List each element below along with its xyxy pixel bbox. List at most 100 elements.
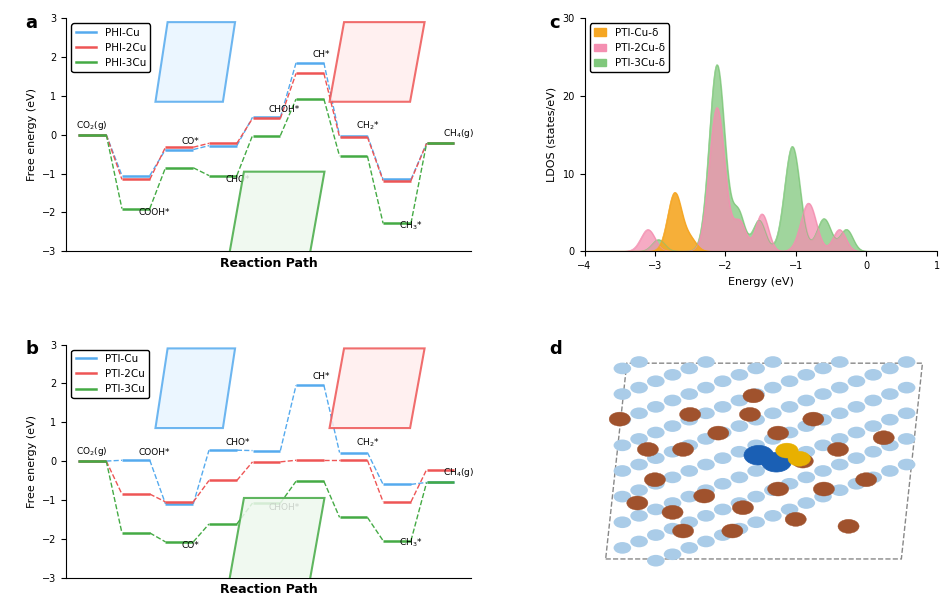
Circle shape — [680, 362, 698, 375]
Circle shape — [647, 555, 665, 567]
Circle shape — [814, 482, 834, 496]
X-axis label: Energy (eV): Energy (eV) — [727, 277, 794, 286]
Circle shape — [865, 420, 882, 432]
Circle shape — [647, 529, 665, 541]
Text: CH$_3$*: CH$_3$* — [399, 537, 423, 549]
Circle shape — [764, 407, 781, 419]
Circle shape — [664, 369, 681, 381]
Circle shape — [730, 497, 748, 509]
Circle shape — [730, 395, 748, 406]
Circle shape — [630, 407, 648, 419]
Circle shape — [898, 382, 916, 393]
Circle shape — [714, 478, 731, 489]
Circle shape — [680, 414, 698, 426]
Circle shape — [638, 443, 658, 457]
Text: b: b — [26, 340, 39, 358]
Circle shape — [831, 356, 849, 368]
Circle shape — [644, 473, 665, 486]
Circle shape — [881, 414, 899, 426]
Circle shape — [714, 375, 731, 387]
Circle shape — [680, 516, 698, 528]
X-axis label: Reaction Path: Reaction Path — [219, 583, 318, 596]
Circle shape — [881, 465, 899, 477]
Text: CH*: CH* — [312, 373, 329, 381]
Circle shape — [797, 369, 815, 381]
Circle shape — [680, 440, 698, 451]
Circle shape — [780, 452, 798, 464]
Circle shape — [764, 458, 781, 471]
Circle shape — [714, 503, 731, 515]
Text: CO$_2$(g): CO$_2$(g) — [76, 445, 108, 458]
Circle shape — [848, 427, 866, 438]
Y-axis label: LDOS (states/eV): LDOS (states/eV) — [547, 87, 557, 182]
Circle shape — [865, 395, 882, 406]
Circle shape — [614, 389, 631, 400]
Text: c: c — [550, 13, 560, 32]
Y-axis label: Free energy (eV): Free energy (eV) — [26, 415, 37, 508]
Circle shape — [697, 356, 715, 368]
Circle shape — [797, 497, 815, 509]
Circle shape — [697, 382, 715, 393]
Circle shape — [630, 536, 648, 547]
Text: d: d — [550, 340, 562, 358]
Text: CO*: CO* — [182, 137, 200, 147]
Legend: PTI-Cu-δ, PTI-2Cu-δ, PTI-3Cu-δ: PTI-Cu-δ, PTI-2Cu-δ, PTI-3Cu-δ — [589, 24, 669, 72]
Circle shape — [828, 443, 849, 457]
Circle shape — [762, 452, 791, 472]
Circle shape — [848, 478, 866, 489]
Circle shape — [630, 382, 648, 393]
Circle shape — [647, 478, 665, 489]
Polygon shape — [605, 363, 922, 559]
Text: CH$_3$*: CH$_3$* — [399, 219, 423, 232]
Circle shape — [780, 427, 798, 438]
Circle shape — [714, 401, 731, 413]
Circle shape — [647, 427, 665, 438]
Circle shape — [680, 389, 698, 400]
Circle shape — [815, 389, 832, 400]
Circle shape — [815, 362, 832, 375]
Circle shape — [780, 478, 798, 489]
Text: CH$_4$(g): CH$_4$(g) — [443, 466, 474, 479]
Text: CH*: CH* — [312, 50, 329, 59]
Circle shape — [747, 389, 765, 400]
Circle shape — [664, 523, 681, 534]
Circle shape — [627, 496, 648, 510]
Circle shape — [865, 472, 882, 483]
Circle shape — [697, 458, 715, 471]
Circle shape — [797, 395, 815, 406]
Circle shape — [898, 407, 916, 419]
Circle shape — [865, 446, 882, 458]
Circle shape — [848, 375, 866, 387]
Text: COOH*: COOH* — [138, 448, 169, 457]
Text: CHO*: CHO* — [225, 438, 250, 447]
Circle shape — [764, 356, 781, 368]
Polygon shape — [155, 348, 235, 428]
Text: CO*: CO* — [182, 541, 200, 550]
Circle shape — [744, 446, 774, 465]
Circle shape — [747, 440, 765, 451]
Circle shape — [647, 375, 665, 387]
Circle shape — [815, 414, 832, 426]
Legend: PHI-Cu, PHI-2Cu, PHI-3Cu: PHI-Cu, PHI-2Cu, PHI-3Cu — [72, 24, 150, 72]
Circle shape — [831, 485, 849, 496]
Circle shape — [693, 489, 715, 503]
Circle shape — [630, 485, 648, 496]
Circle shape — [664, 497, 681, 509]
Circle shape — [815, 440, 832, 451]
Circle shape — [873, 430, 894, 444]
Circle shape — [697, 433, 715, 444]
Circle shape — [848, 452, 866, 464]
Circle shape — [630, 510, 648, 522]
Circle shape — [609, 412, 630, 426]
Circle shape — [797, 472, 815, 483]
Circle shape — [764, 382, 781, 393]
Circle shape — [797, 446, 815, 458]
Circle shape — [881, 362, 899, 375]
Circle shape — [673, 443, 693, 457]
Circle shape — [831, 382, 849, 393]
Circle shape — [898, 433, 916, 444]
Circle shape — [730, 369, 748, 381]
Circle shape — [664, 395, 681, 406]
Circle shape — [831, 458, 849, 471]
Circle shape — [680, 465, 698, 477]
